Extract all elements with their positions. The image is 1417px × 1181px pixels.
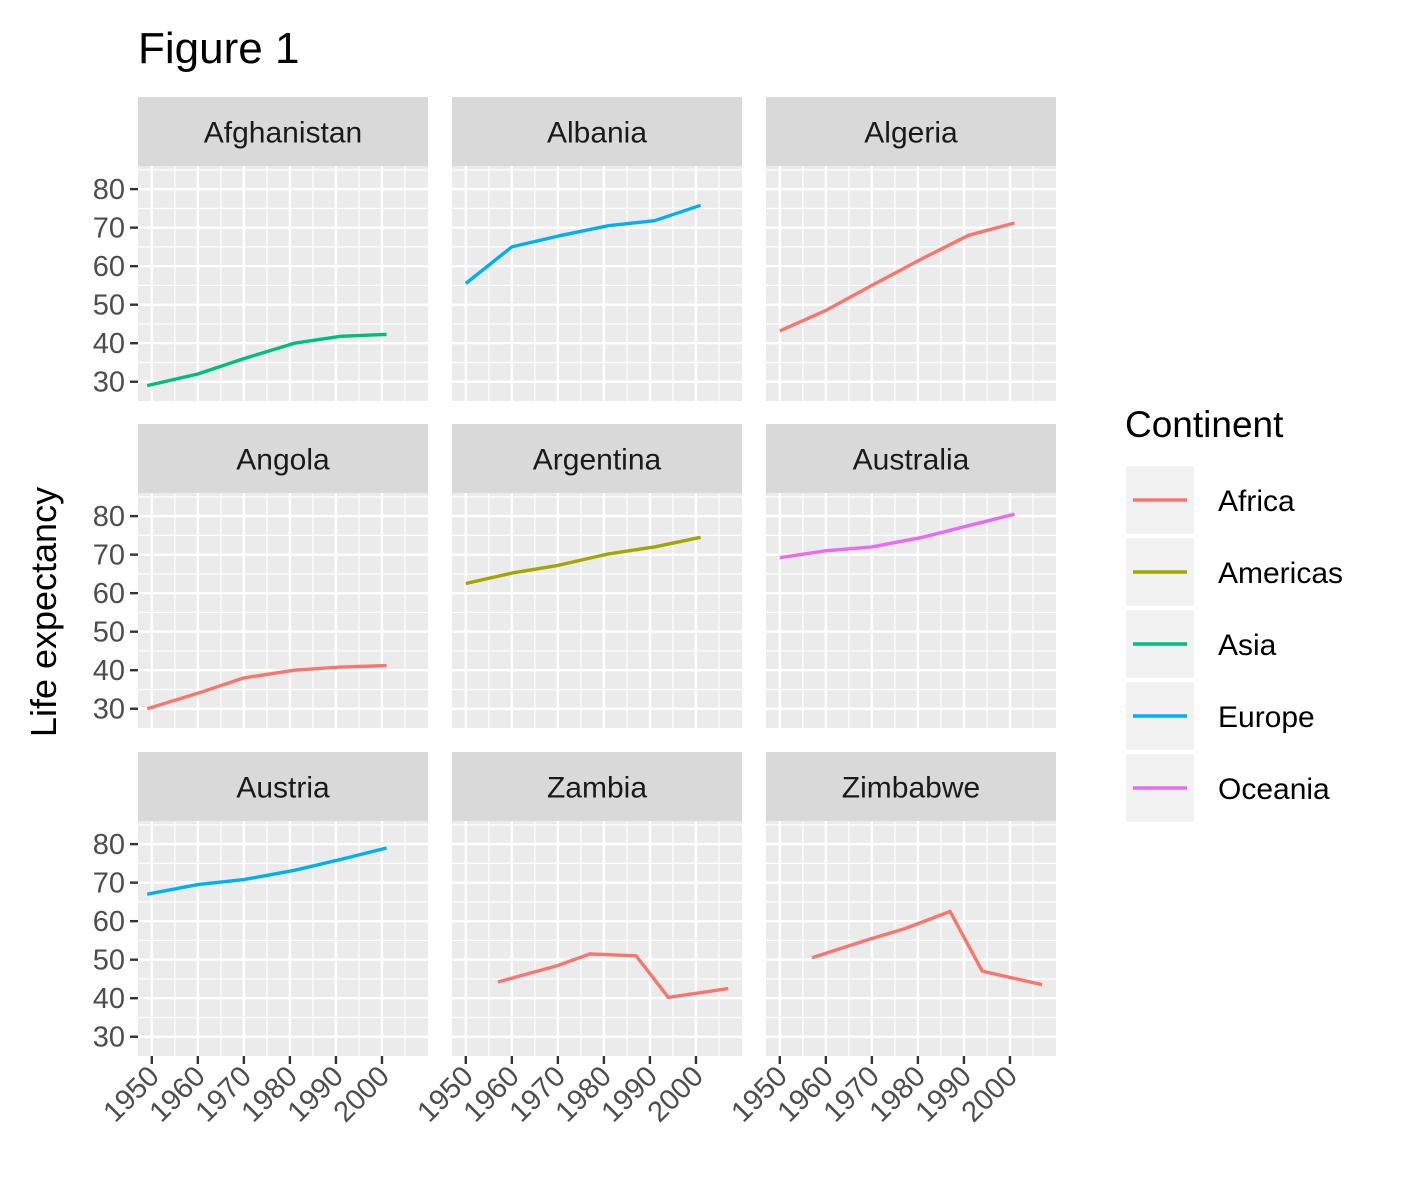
strip-background xyxy=(766,752,1056,821)
strip-label: Australia xyxy=(853,444,970,477)
strip-label: Afghanistan xyxy=(204,117,362,150)
x-tick-label: 2000 xyxy=(956,1060,1024,1128)
legend-label: Americas xyxy=(1218,557,1343,590)
y-tick-label: 80 xyxy=(93,501,125,533)
panel-argentina: Argentina xyxy=(452,424,742,728)
legend-item-oceania: Oceania xyxy=(1126,754,1330,822)
y-tick-label: 50 xyxy=(93,290,125,322)
strip-label: Austria xyxy=(236,772,330,805)
strip-label: Algeria xyxy=(864,117,958,150)
panel-albania: Albania xyxy=(452,97,742,401)
series-line-australia xyxy=(779,512,1016,560)
legend-item-europe: Europe xyxy=(1126,682,1315,750)
strip-background xyxy=(138,97,428,166)
series-line-algeria xyxy=(779,221,1016,333)
y-tick-label: 60 xyxy=(93,578,125,610)
series-line-zimbabwe xyxy=(811,909,1043,987)
legend: Continent Africa Americas Asia Europe Oceani… xyxy=(1125,404,1343,822)
strip-background xyxy=(766,424,1056,493)
y-tick-label: 50 xyxy=(93,945,125,977)
y-tick-label: 80 xyxy=(93,829,125,861)
series-line-albania xyxy=(464,203,702,285)
series-line-zambia xyxy=(497,952,729,1000)
strip-label: Albania xyxy=(547,117,647,150)
strip-background xyxy=(766,97,1056,166)
y-tick-label: 60 xyxy=(93,251,125,283)
strip-background xyxy=(452,424,742,493)
strip-label: Zimbabwe xyxy=(842,772,980,805)
panel-background xyxy=(766,493,1056,728)
y-tick-label: 70 xyxy=(93,213,125,245)
panel-austria: Austria304050607080195019601970198019902… xyxy=(93,752,428,1129)
panel-afghanistan: Afghanistan 30 40 50 60 70 80 xyxy=(93,97,428,401)
y-tick-label: 30 xyxy=(93,367,125,399)
y-tick-label: 60 xyxy=(93,906,125,938)
legend-item-asia: Asia xyxy=(1126,610,1277,678)
series-line-angola xyxy=(146,663,387,711)
chart-title: Figure 1 xyxy=(138,24,299,73)
series-line-austria xyxy=(146,846,388,896)
y-tick-label: 40 xyxy=(93,328,125,360)
legend-item-africa: Africa xyxy=(1126,466,1295,534)
y-tick-label: 40 xyxy=(93,983,125,1015)
legend-label: Europe xyxy=(1218,701,1315,734)
panel-background xyxy=(452,166,742,401)
y-tick-label: 40 xyxy=(93,655,125,687)
y-tick-label: 50 xyxy=(93,617,125,649)
panel-background xyxy=(138,821,428,1056)
panel-background xyxy=(138,166,428,401)
panel-background xyxy=(766,166,1056,401)
series-line-afghanistan xyxy=(146,332,387,388)
strip-background xyxy=(452,752,742,821)
facet-panels: Afghanistan 30 40 50 60 70 80 Albania Algeria Ang… xyxy=(93,97,1056,1129)
y-tick-label: 80 xyxy=(93,174,125,206)
panel-background xyxy=(766,821,1056,1056)
panel-background xyxy=(138,493,428,728)
x-tick-label: 2000 xyxy=(328,1060,396,1128)
legend-label: Africa xyxy=(1218,485,1295,518)
panel-angola: Angola 30 40 50 60 70 80 xyxy=(93,424,428,728)
panel-algeria: Algeria xyxy=(766,97,1056,401)
strip-label: Angola xyxy=(236,444,330,477)
strip-label: Argentina xyxy=(533,444,662,477)
panel-australia: Australia xyxy=(766,424,1056,728)
y-tick-label: 30 xyxy=(93,1022,125,1054)
series-line-argentina xyxy=(465,535,701,586)
panel-background xyxy=(452,493,742,728)
x-tick-label: 2000 xyxy=(642,1060,710,1128)
strip-label: Zambia xyxy=(547,772,647,805)
panel-background xyxy=(452,821,742,1056)
y-tick-label: 70 xyxy=(93,868,125,900)
legend-label: Asia xyxy=(1218,629,1277,662)
legend-title: Continent xyxy=(1125,404,1284,445)
y-tick-label: 70 xyxy=(93,540,125,572)
legend-label: Oceania xyxy=(1218,773,1330,806)
strip-background xyxy=(138,752,428,821)
legend-item-americas: Americas xyxy=(1126,538,1343,606)
strip-background xyxy=(138,424,428,493)
strip-background xyxy=(452,97,742,166)
y-tick-label: 30 xyxy=(93,694,125,726)
y-axis-label: Life expectancy xyxy=(23,487,64,737)
